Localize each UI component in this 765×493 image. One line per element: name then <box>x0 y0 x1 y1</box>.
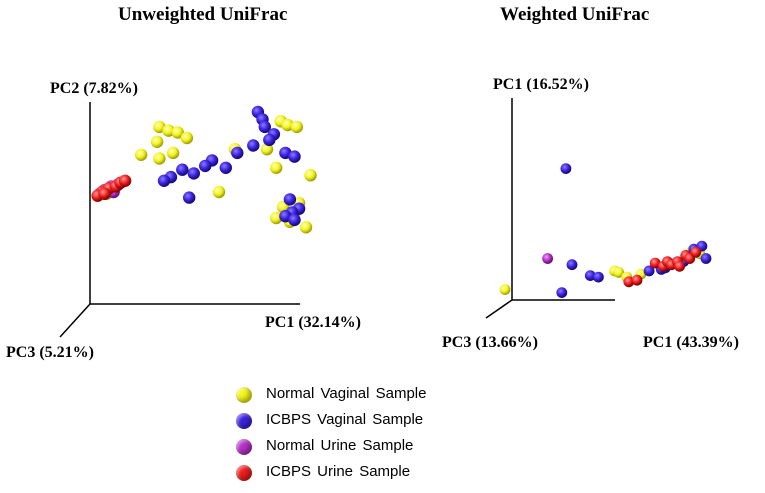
legend-label: Normal Urine Sample <box>266 437 414 454</box>
point-icbps-vaginal <box>187 167 200 180</box>
points-unweighted <box>91 105 317 234</box>
legend-marker-icon <box>236 387 252 403</box>
point-icbps-vaginal <box>263 133 276 147</box>
legend-label: ICBPS Vaginal Sample <box>266 411 424 428</box>
point-icbps-vaginal <box>584 270 596 281</box>
point-icbps-vaginal <box>176 163 189 176</box>
legend-marker-icon <box>236 439 252 455</box>
point-icbps-urine <box>631 274 643 286</box>
point-icbps-urine <box>118 174 132 187</box>
weighted-z-axis <box>485 299 513 319</box>
unweighted-x-axis-label: PC1 (32.14%) <box>265 314 361 331</box>
point-icbps-vaginal <box>183 191 196 204</box>
point-icbps-vaginal <box>700 253 712 264</box>
chart-title-unweighted: Unweighted UniFrac <box>118 4 288 25</box>
point-normal-vaginal <box>150 135 164 148</box>
point-normal-vaginal <box>281 118 294 132</box>
point-normal-vaginal <box>260 143 274 156</box>
point-icbps-vaginal <box>231 146 244 160</box>
point-icbps-urine <box>649 257 661 269</box>
point-normal-vaginal <box>212 185 226 199</box>
point-icbps-vaginal <box>288 150 301 163</box>
legend-label: ICBPS Urine Sample <box>266 463 411 480</box>
point-normal-vaginal <box>290 120 303 134</box>
point-normal-vaginal <box>270 161 283 174</box>
point-icbps-vaginal <box>157 174 171 187</box>
point-normal-vaginal <box>153 152 166 165</box>
legend-marker-icon <box>236 465 252 481</box>
weighted-x-axis-label: PC1 (43.39%) <box>643 334 739 351</box>
chart-title-weighted: Weighted UniFrac <box>500 4 650 25</box>
weighted-z-axis-label: PC3 (13.66%) <box>442 334 538 351</box>
point-normal-vaginal <box>270 211 283 225</box>
point-icbps-vaginal <box>283 193 297 206</box>
point-icbps-urine <box>98 187 111 200</box>
point-normal-vaginal <box>613 267 625 278</box>
point-icbps-vaginal <box>560 163 572 175</box>
unweighted-z-axis <box>59 303 91 338</box>
point-icbps-vaginal <box>199 159 212 173</box>
point-normal-vaginal <box>166 146 180 160</box>
point-icbps-urine <box>623 276 635 288</box>
point-normal-vaginal <box>171 126 184 139</box>
point-icbps-urine <box>674 260 685 272</box>
legend-marker-icon <box>236 413 252 429</box>
point-icbps-vaginal <box>258 120 271 134</box>
point-icbps-vaginal <box>566 259 578 271</box>
point-normal-urine <box>542 253 553 264</box>
point-icbps-vaginal <box>288 213 301 227</box>
point-icbps-vaginal <box>556 287 568 298</box>
point-normal-vaginal <box>499 284 511 295</box>
point-icbps-vaginal <box>643 265 655 277</box>
point-icbps-urine <box>690 246 702 258</box>
point-icbps-vaginal <box>247 139 260 152</box>
point-normal-vaginal <box>304 169 317 182</box>
point-normal-vaginal <box>180 131 194 145</box>
point-icbps-vaginal <box>219 161 232 174</box>
points-weighted <box>499 163 712 298</box>
weighted-y-axis-label: PC1 (16.52%) <box>493 76 589 93</box>
point-normal-vaginal <box>299 221 313 234</box>
point-icbps-vaginal <box>593 271 604 283</box>
legend-label: Normal Vaginal Sample <box>266 385 427 402</box>
point-normal-vaginal <box>134 148 148 161</box>
unweighted-y-axis-label: PC2 (7.82%) <box>50 80 138 97</box>
unweighted-z-axis-label: PC3 (5.21%) <box>6 344 94 361</box>
